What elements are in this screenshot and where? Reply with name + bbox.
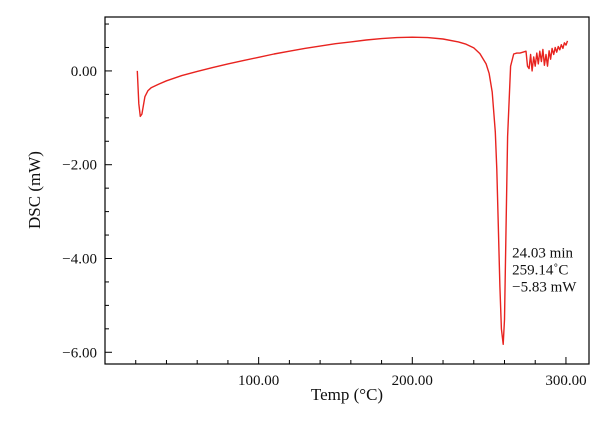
annotation-line: −5.83 mW: [512, 280, 577, 296]
axis-ticks: [105, 23, 567, 364]
x-axis-title: Temp (°C): [311, 385, 383, 404]
y-tick-label: −6.00: [62, 345, 97, 361]
tick-labels: 0.00 −2.00 −4.00 −6.00 100.00 200.00 300.00: [62, 64, 586, 389]
x-tick-label: 300.00: [545, 373, 586, 389]
x-tick-label: 100.00: [238, 373, 279, 389]
y-tick-label: −2.00: [62, 158, 97, 174]
y-tick-label: −4.00: [62, 251, 97, 267]
annotation-line: 259.14˚C: [512, 263, 568, 279]
y-axis-title: DSC (mW): [25, 151, 44, 229]
y-tick-label: 0.00: [71, 64, 97, 80]
dsc-curve: [136, 36, 569, 345]
annotation-line: 24.03 min: [512, 246, 573, 262]
x-tick-label: 200.00: [392, 373, 433, 389]
plot-frame: [104, 16, 590, 365]
